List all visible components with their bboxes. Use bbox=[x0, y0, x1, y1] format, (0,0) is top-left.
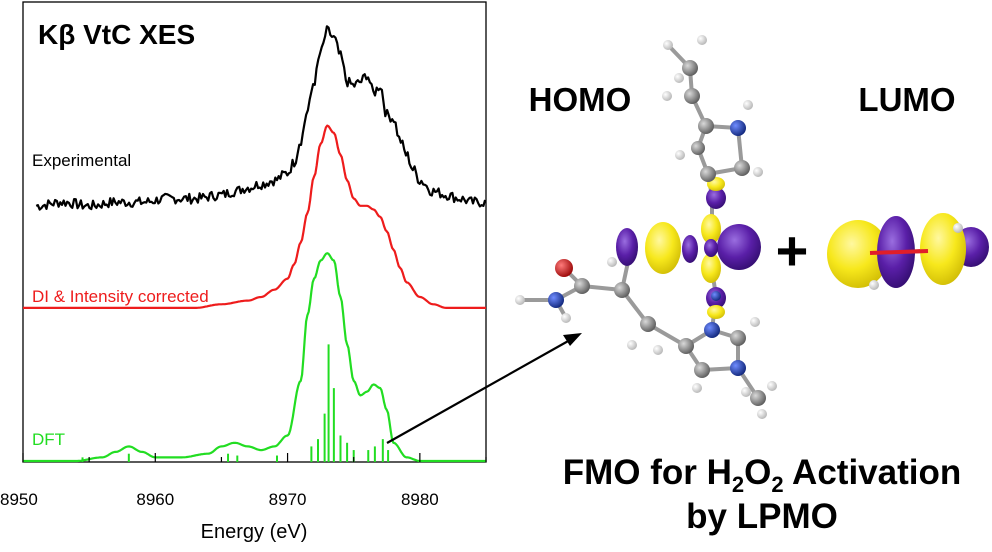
atoms bbox=[515, 35, 777, 419]
arrow bbox=[386, 333, 582, 444]
x-axis-ticks: 8950 8960 8970 8980 bbox=[0, 453, 487, 509]
lpmo-molecule bbox=[515, 35, 777, 419]
chart-title: Kβ VtC XES bbox=[38, 19, 195, 50]
series-line-2 bbox=[23, 252, 486, 463]
series-label-di-corrected: DI & Intensity corrected bbox=[32, 287, 209, 306]
x-tick-label: 8950 bbox=[0, 490, 38, 509]
lumo-orbital bbox=[827, 213, 989, 290]
homo-orbital bbox=[616, 177, 761, 319]
plot-frame bbox=[22, 1, 487, 463]
series-label-experimental: Experimental bbox=[32, 151, 131, 170]
series-line-0 bbox=[35, 25, 487, 211]
x-axis-label: Energy (eV) bbox=[201, 521, 308, 543]
series-label-dft: DFT bbox=[32, 430, 65, 449]
fmo-title-line2: by LPMO bbox=[686, 497, 838, 536]
x-tick-label: 8980 bbox=[401, 490, 439, 509]
dft-sticks bbox=[81, 344, 390, 462]
fmo-title-line1: FMO for H2O2 Activation bbox=[563, 453, 962, 497]
plus-sign: + bbox=[776, 219, 809, 282]
xes-chart: Kβ VtC XES 8950 8960 8970 8980 Experimental… bbox=[0, 1, 487, 543]
spectra bbox=[23, 25, 487, 463]
x-tick-label: 8960 bbox=[136, 490, 174, 509]
lumo-label: LUMO bbox=[858, 81, 955, 118]
x-tick-label: 8970 bbox=[269, 490, 307, 509]
homo-label: HOMO bbox=[529, 81, 632, 118]
series-line-1 bbox=[23, 124, 486, 309]
